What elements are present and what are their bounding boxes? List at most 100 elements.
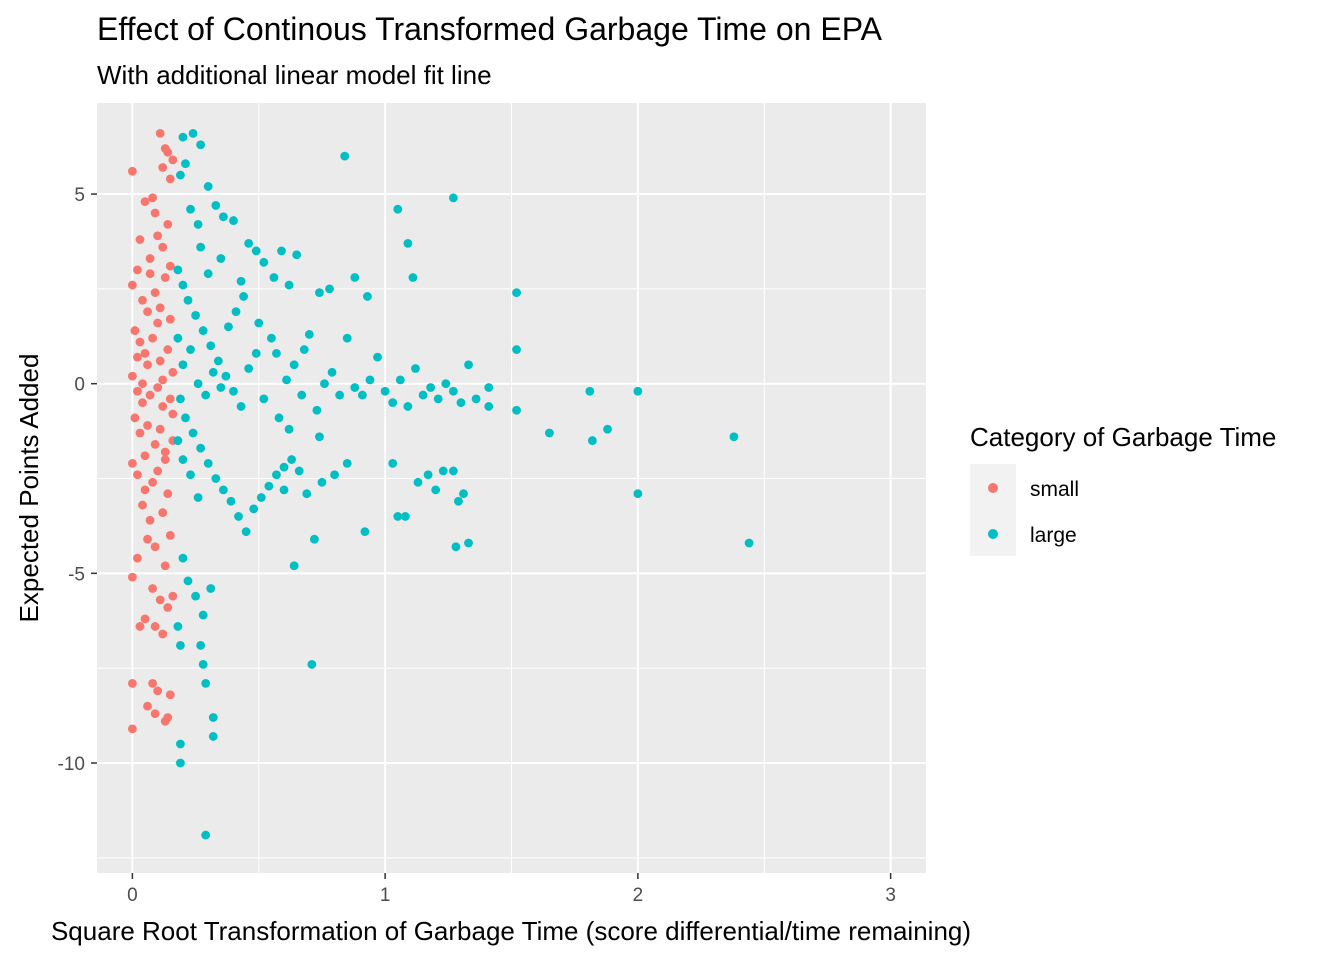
data-point-large <box>254 318 264 328</box>
data-point-large <box>274 413 284 423</box>
data-point-large <box>545 428 554 438</box>
data-point-small <box>153 686 163 696</box>
data-point-large <box>201 678 211 688</box>
data-point-large <box>426 383 436 392</box>
data-point-large <box>181 413 190 423</box>
data-point-large <box>418 390 428 400</box>
data-point-large <box>208 713 218 722</box>
data-point-large <box>284 424 294 434</box>
data-point-large <box>211 474 221 483</box>
data-point-large <box>173 436 183 445</box>
data-point-large <box>340 151 350 161</box>
data-point-large <box>236 402 246 411</box>
data-point-small <box>140 485 150 495</box>
data-point-large <box>186 345 195 354</box>
data-point-large <box>309 534 319 544</box>
data-point-small <box>165 531 175 540</box>
data-point-large <box>226 496 236 506</box>
data-point-large <box>451 542 461 552</box>
data-point-large <box>216 383 226 392</box>
legend: Category of Garbage Time small large <box>970 422 1276 556</box>
data-point-large <box>423 470 433 480</box>
data-point-small <box>158 242 168 252</box>
data-point-large <box>315 432 324 442</box>
data-point-small <box>130 326 140 335</box>
data-point-large <box>229 216 238 225</box>
data-point-large <box>176 394 185 404</box>
data-point-large <box>277 246 286 256</box>
data-point-small <box>130 413 140 423</box>
data-point-large <box>299 345 309 354</box>
data-point-large <box>441 379 451 389</box>
data-point-large <box>206 584 216 593</box>
data-point-large <box>357 390 367 400</box>
data-point-small <box>127 371 137 381</box>
data-point-large <box>484 383 494 392</box>
data-point-large <box>249 504 259 514</box>
data-point-large <box>266 333 276 343</box>
data-point-large <box>198 610 208 620</box>
data-point-small <box>135 622 145 631</box>
data-point-large <box>203 458 213 468</box>
data-point-large <box>459 489 468 499</box>
data-point-large <box>198 326 208 335</box>
data-point-small <box>158 508 168 518</box>
data-point-large <box>279 485 289 495</box>
y-tick-label: 5 <box>74 185 85 206</box>
data-point-large <box>448 193 458 203</box>
data-point-small <box>155 595 165 605</box>
data-point-large <box>176 641 185 650</box>
legend-label-small: small <box>1030 478 1079 501</box>
data-point-small <box>158 402 168 411</box>
chart-subtitle: With additional linear model fit line <box>97 60 492 90</box>
data-point-small <box>165 174 175 184</box>
data-point-small <box>165 690 175 700</box>
data-point-large <box>173 622 183 631</box>
data-point-small <box>150 288 160 298</box>
data-point-large <box>342 333 352 343</box>
data-point-small <box>160 561 170 571</box>
data-point-large <box>744 538 754 548</box>
data-point-large <box>287 455 297 464</box>
data-point-large <box>229 386 238 396</box>
data-point-small <box>127 724 137 734</box>
data-point-large <box>244 238 254 248</box>
data-point-large <box>395 375 405 385</box>
data-point-large <box>264 481 274 491</box>
data-point-small <box>163 219 173 229</box>
data-point-large <box>203 182 213 191</box>
data-point-small <box>127 166 137 176</box>
data-point-small <box>140 451 150 461</box>
x-tick-label: 1 <box>380 885 391 906</box>
data-point-large <box>289 561 299 571</box>
data-point-large <box>201 830 211 840</box>
data-point-large <box>188 128 198 138</box>
data-point-large <box>244 364 254 373</box>
data-point-small <box>168 591 178 601</box>
data-point-small <box>150 622 160 631</box>
data-point-small <box>150 208 160 218</box>
data-point-large <box>259 257 269 267</box>
data-point-large <box>272 470 281 480</box>
data-point-small <box>150 709 160 719</box>
legend-items: small large <box>988 478 1079 547</box>
data-point-large <box>327 367 337 377</box>
data-point-small <box>155 303 165 313</box>
data-point-small <box>133 386 142 396</box>
data-point-large <box>304 329 314 339</box>
data-point-large <box>317 477 327 487</box>
data-point-small <box>140 348 150 358</box>
data-point-small <box>133 265 142 275</box>
data-point-small <box>165 314 175 324</box>
y-axis-ticks: 5 0 -5 -10 <box>58 185 97 775</box>
data-point-large <box>393 204 403 214</box>
data-point-large <box>433 394 443 404</box>
data-point-small <box>127 678 137 688</box>
data-point-small <box>160 273 170 282</box>
data-point-small <box>135 428 145 438</box>
data-point-large <box>178 455 188 464</box>
data-point-large <box>350 383 360 392</box>
data-point-large <box>335 390 345 400</box>
data-point-small <box>155 128 165 138</box>
data-point-large <box>312 405 322 415</box>
